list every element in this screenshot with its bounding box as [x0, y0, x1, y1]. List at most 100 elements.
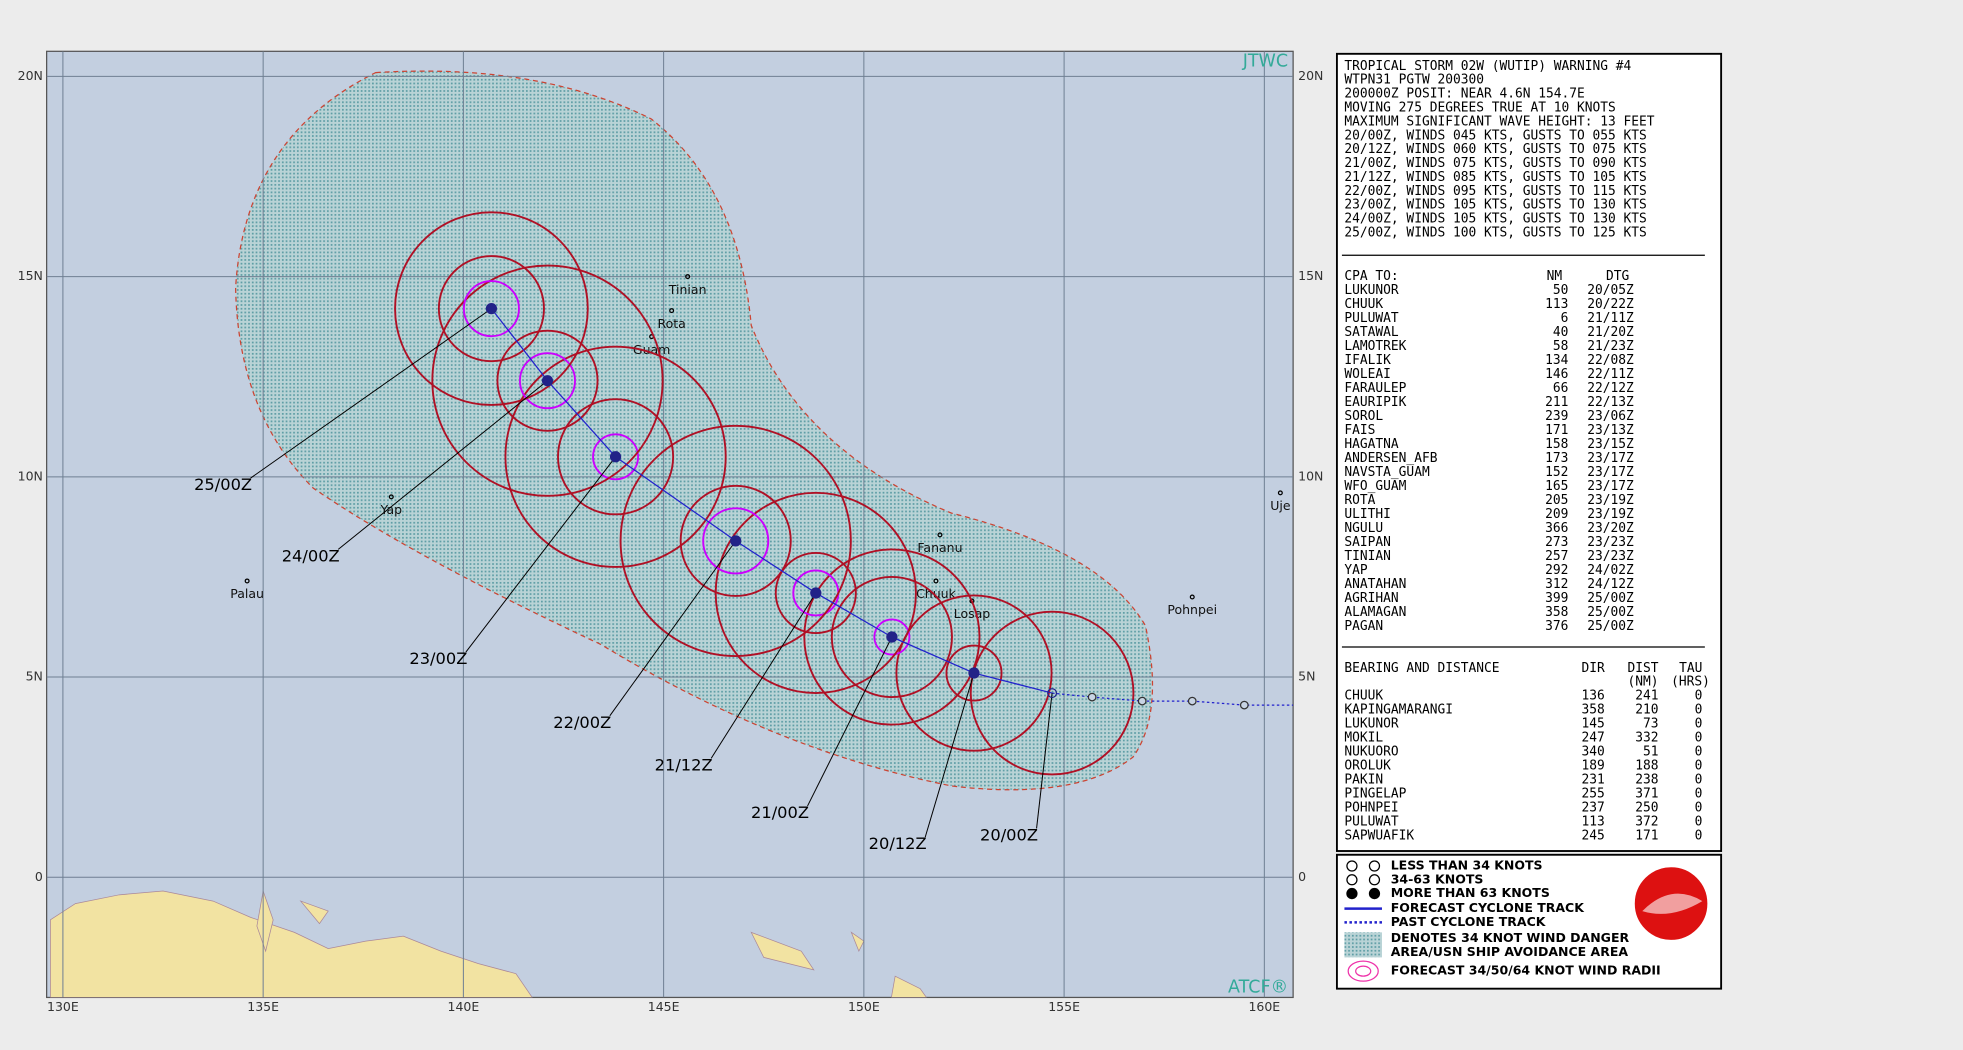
- cpa-place: ULITHI: [1344, 507, 1391, 522]
- cpa-nm: 158: [1545, 437, 1568, 452]
- credit-label: ATCF®: [1228, 977, 1288, 997]
- cpa-dtg: 20/22Z: [1587, 297, 1634, 312]
- bearing-place: PAKIN: [1344, 772, 1383, 787]
- place-dot: [244, 578, 250, 584]
- bearing-dir: 237: [1581, 800, 1604, 815]
- place-label: Losap: [954, 606, 991, 621]
- lat-label: 5N: [1298, 669, 1315, 684]
- bearing-dist: 332: [1635, 730, 1658, 745]
- legend-label: DENOTES 34 KNOT WIND DANGER: [1391, 930, 1630, 945]
- legend-label: AREA/USN SHIP AVOIDANCE AREA: [1391, 944, 1629, 959]
- legend-label: 34-63 KNOTS: [1391, 871, 1484, 886]
- wind-radius-34: [803, 548, 981, 726]
- lat-label: 10N: [18, 468, 43, 483]
- cpa-place: ROTA: [1344, 493, 1375, 508]
- cpa-nm: 292: [1545, 563, 1568, 578]
- past-track: [1052, 692, 1294, 706]
- forecast-point: [1047, 688, 1058, 699]
- bearing-dir: 145: [1581, 716, 1604, 731]
- lat-label: 15N: [1298, 268, 1323, 283]
- header-line: 24/00Z, WINDS 105 KTS, GUSTS TO 130 KTS: [1344, 212, 1646, 227]
- wind-radius-34: [504, 345, 727, 568]
- cpa-dtg: 25/00Z: [1587, 605, 1634, 620]
- bearing-tau: 0: [1695, 814, 1703, 829]
- wind-radius-50: [679, 484, 792, 597]
- bearing-dir: 255: [1581, 786, 1604, 801]
- cpa-dtg: 25/00Z: [1587, 619, 1634, 634]
- place-label: Uje: [1270, 498, 1291, 513]
- bearing-place: KAPINGAMARANGI: [1344, 702, 1453, 717]
- forecast-point: [730, 535, 742, 547]
- bearing-dist: 73: [1643, 716, 1659, 731]
- place-label: Fananu: [917, 540, 962, 555]
- forecast-point: [609, 451, 622, 463]
- bearing-place: OROLUK: [1344, 758, 1391, 773]
- cpa-nm: 6: [1561, 311, 1569, 326]
- bearing-place: SAPWUAFIK: [1344, 828, 1414, 843]
- islands: [256, 889, 927, 998]
- bearing-dist: 171: [1635, 828, 1658, 843]
- wind-radius-64: [462, 280, 520, 338]
- lat-label: 20N: [18, 68, 43, 83]
- cpa-nm: 273: [1545, 535, 1568, 550]
- bearing-dist: 238: [1635, 772, 1658, 787]
- cpa-dtg: 22/08Z: [1587, 353, 1634, 368]
- cpa-dtg: 23/19Z: [1587, 493, 1634, 508]
- place-label: Pohnpei: [1167, 602, 1217, 617]
- place-dot: [669, 308, 675, 314]
- header-line: 23/00Z, WINDS 105 KTS, GUSTS TO 130 KTS: [1344, 198, 1646, 213]
- bearing-tau: 0: [1695, 786, 1703, 801]
- cpa-dtg: 23/17Z: [1587, 451, 1634, 466]
- wind-radius-50: [830, 575, 953, 699]
- source-label: JTWC: [1242, 51, 1288, 71]
- bearing-dist: 250: [1635, 800, 1658, 815]
- header-line: TROPICAL STORM 02W (WUTIP) WARNING #4: [1344, 59, 1631, 74]
- past-point: [1087, 692, 1097, 702]
- bearing-place: LUKUNOR: [1344, 716, 1399, 731]
- cpa-nm: 211: [1545, 395, 1568, 410]
- lon-label: 130E: [47, 999, 79, 1014]
- legend-label: MORE THAN 63 KNOTS: [1391, 885, 1550, 900]
- cpa-place: IFALIK: [1344, 353, 1391, 368]
- place-dot: [1189, 594, 1195, 600]
- cpa-nm: 239: [1545, 409, 1568, 424]
- cpa-nm: 146: [1545, 367, 1568, 382]
- cpa-place: PULUWAT: [1344, 311, 1399, 326]
- cpa-nm: 134: [1545, 353, 1569, 368]
- bearing-tau: 0: [1695, 688, 1703, 703]
- place-dot: [933, 578, 939, 584]
- legend-symbols: [1344, 860, 1382, 982]
- lat-label: 20N: [1298, 68, 1323, 83]
- bearing-unit: (NM): [1628, 675, 1659, 690]
- bearing-tau: 0: [1695, 758, 1703, 773]
- leader-line: [807, 636, 893, 807]
- bearing-dist: 241: [1635, 688, 1658, 703]
- place-dot: [685, 274, 691, 280]
- cpa-place: NGULU: [1344, 521, 1383, 536]
- bearing-dir: 231: [1581, 772, 1604, 787]
- wind-radius-34: [394, 211, 589, 406]
- bearing-dist: 51: [1643, 744, 1659, 759]
- bearing-tau: 0: [1695, 828, 1703, 843]
- cpa-dtg: 22/12Z: [1587, 381, 1634, 396]
- wind-radius-64: [702, 507, 770, 575]
- header-line: 20/00Z, WINDS 045 KTS, GUSTS TO 055 KTS: [1344, 128, 1646, 143]
- place-label: Guam: [633, 342, 670, 357]
- leader-line: [710, 592, 817, 759]
- header-line: 20/12Z, WINDS 060 KTS, GUSTS TO 075 KTS: [1344, 142, 1646, 157]
- time-label: 24/00Z: [282, 546, 340, 565]
- cpa-dtg: 24/12Z: [1587, 577, 1634, 592]
- bearing-dir: 189: [1581, 758, 1604, 773]
- leader-line: [1036, 693, 1053, 829]
- cpa-dtg: 23/23Z: [1587, 549, 1634, 564]
- forecast-point: [968, 667, 980, 679]
- bearing-header: DIR: [1581, 661, 1605, 676]
- wind-radius-34: [619, 424, 852, 657]
- time-label: 22/00Z: [553, 713, 611, 732]
- forecast-point: [886, 631, 898, 643]
- place-dot: [937, 532, 943, 538]
- place-label: Yap: [380, 502, 403, 517]
- bearing-dir: 113: [1581, 814, 1604, 829]
- cpa-place: SAIPAN: [1344, 535, 1391, 550]
